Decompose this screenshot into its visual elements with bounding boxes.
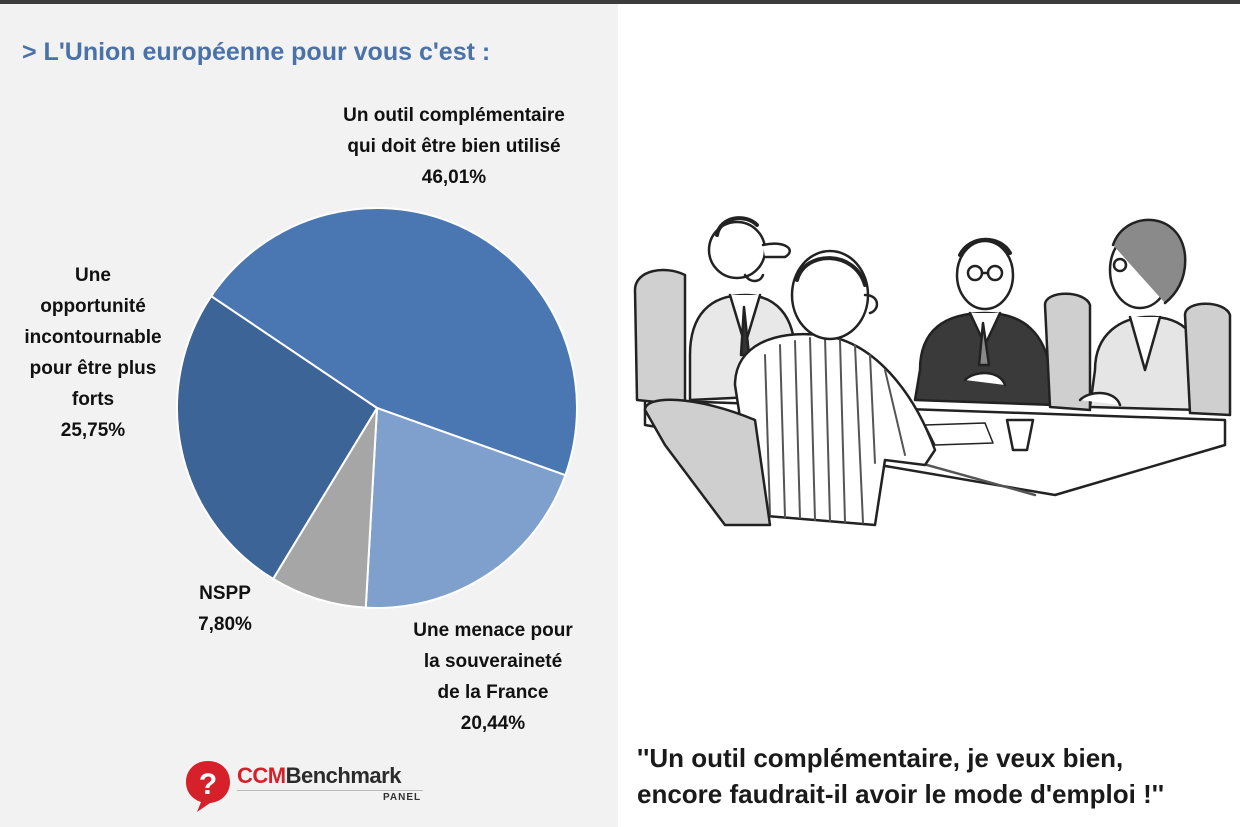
ccm-benchmark-logo: ? CCMBenchmark PANEL <box>183 757 433 815</box>
label-opportunite-line5: forts <box>71 389 115 410</box>
label-opportunite: Une opportunité incontournable pour être… <box>8 260 178 446</box>
label-nspp: NSPP 7,80% <box>170 578 280 640</box>
label-outil: Un outil complémentaire qui doit être bi… <box>318 100 590 193</box>
logo-panel-text: PANEL <box>383 792 422 803</box>
pie-slice-menace <box>364 406 567 609</box>
label-opportunite-line1: Une <box>75 265 111 286</box>
top-border <box>0 0 1240 4</box>
pie-slice-nspp <box>271 407 378 609</box>
label-opportunite-value: 25,75% <box>60 420 126 441</box>
label-menace-line1: Une menace pour <box>413 620 573 641</box>
pie-slice-opportunite <box>176 294 379 581</box>
label-nspp-line1: NSPP <box>199 583 251 604</box>
logo-benchmark: Benchmark <box>285 763 402 788</box>
svg-text:?: ? <box>199 768 217 801</box>
label-menace: Une menace pour la souveraineté de la Fr… <box>388 615 598 739</box>
label-nspp-value: 7,80% <box>198 614 252 635</box>
label-opportunite-line4: pour être plus <box>29 358 157 379</box>
chart-title: > L'Union européenne pour vous c'est : <box>22 38 491 66</box>
label-opportunite-line3: incontournable <box>24 327 162 348</box>
label-outil-line2: qui doit être bien utilisé <box>347 136 561 157</box>
caption-line1: ''Un outil complémentaire, je veux bien, <box>637 743 1124 773</box>
label-menace-value: 20,44% <box>460 713 526 734</box>
label-menace-line3: de la France <box>437 682 549 703</box>
label-outil-value: 46,01% <box>421 167 487 188</box>
label-menace-line2: la souveraineté <box>423 651 563 672</box>
cartoon-caption: ''Un outil complémentaire, je veux bien,… <box>637 740 1164 812</box>
pie-slice-outil <box>209 206 579 477</box>
logo-ccm: CCM <box>237 763 286 788</box>
logo-divider <box>237 790 423 791</box>
caption-line2: encore faudrait-il avoir le mode d'emplo… <box>637 779 1165 809</box>
logo-wordmark: CCMBenchmark <box>237 763 401 789</box>
meeting-cartoon-illustration <box>633 216 1232 527</box>
question-bubble-icon: ? <box>186 761 230 812</box>
label-outil-line1: Un outil complémentaire <box>343 105 565 126</box>
pie-chart <box>176 206 579 609</box>
label-opportunite-line2: opportunité <box>40 296 146 317</box>
